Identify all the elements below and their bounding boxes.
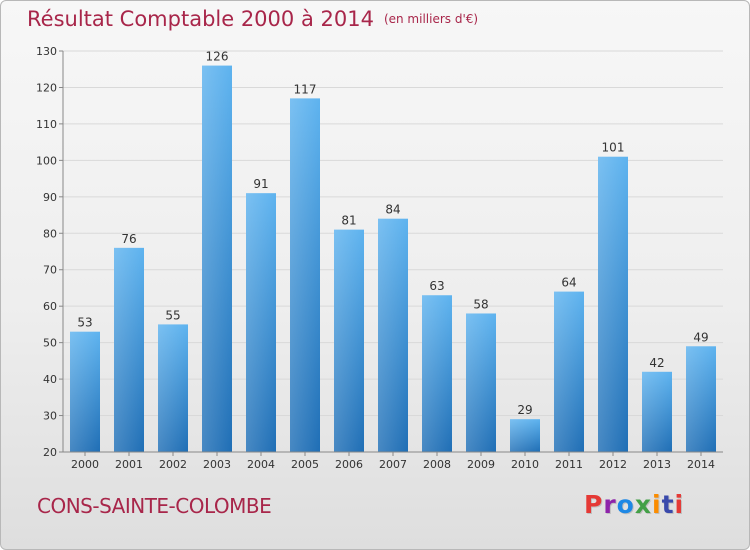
x-tick-label: 2007	[379, 458, 407, 471]
data-label: 42	[649, 356, 664, 370]
chart-unit: (en milliers d'€)	[383, 12, 479, 26]
x-tick-label: 2010	[511, 458, 539, 471]
logo-letter: t	[661, 490, 675, 519]
y-tick-label: 30	[43, 410, 57, 423]
data-label: 101	[602, 141, 625, 155]
x-tick-label: 2013	[643, 458, 671, 471]
bar-highlight	[466, 313, 496, 452]
logo-letter: o	[616, 490, 635, 519]
y-tick-label: 70	[43, 264, 57, 277]
y-tick-label: 130	[36, 45, 57, 58]
commune-name: CONS-SAINTE-COLOMBE	[37, 494, 272, 518]
x-tick-label: 2008	[423, 458, 451, 471]
data-label: 91	[253, 177, 268, 191]
x-tick-label: 2002	[159, 458, 187, 471]
bar-highlight	[334, 229, 364, 452]
y-tick-label: 120	[36, 81, 57, 94]
bar-highlight	[422, 295, 452, 452]
bar-highlight	[642, 371, 672, 452]
x-tick-label: 2009	[467, 458, 495, 471]
chart-title-row: Résultat Comptable 2000 à 2014 (en millie…	[27, 7, 478, 31]
logo-letter: x	[634, 490, 652, 519]
logo-letter: i	[674, 490, 685, 519]
y-tick-label: 50	[43, 337, 57, 350]
bar-highlight	[158, 324, 188, 452]
y-tick-label: 80	[43, 227, 57, 240]
data-label: 53	[77, 316, 92, 330]
bars-layer: 53 76 55 126 91 117 81 84 63 58 29 64 101 42 49	[70, 50, 716, 453]
bar-highlight	[378, 218, 408, 452]
bar-highlight	[686, 346, 716, 452]
x-tick-label: 2006	[335, 458, 363, 471]
chart-title: Résultat Comptable 2000 à 2014	[27, 7, 374, 31]
logo-letter: i	[652, 490, 662, 519]
bar-highlight	[114, 247, 144, 452]
y-tick-label: 40	[43, 373, 57, 386]
bar-highlight	[598, 156, 628, 452]
x-tick-label: 2011	[555, 458, 583, 471]
x-tick-label: 2014	[687, 458, 715, 471]
data-label: 81	[341, 214, 356, 228]
proxiti-logo[interactable]: Proxiti	[584, 490, 684, 519]
x-tick-label: 2004	[247, 458, 275, 471]
logo-letter: r	[603, 490, 617, 519]
data-label: 117	[294, 82, 317, 96]
x-tick-label: 2005	[291, 458, 319, 471]
x-tick-label: 2001	[115, 458, 143, 471]
data-label: 84	[385, 203, 400, 217]
x-tick-label: 2012	[599, 458, 627, 471]
y-tick-label: 90	[43, 191, 57, 204]
data-label: 49	[693, 330, 708, 344]
bar-highlight	[290, 98, 320, 453]
bar-highlight	[70, 331, 100, 452]
axis-layer: 20 30 40 50 60 70 80 90 100 110 120 130 2000 2001 2002…	[36, 45, 723, 471]
data-label: 76	[121, 232, 136, 246]
data-label: 58	[473, 297, 488, 311]
data-label: 126	[206, 50, 229, 64]
bar-highlight	[246, 193, 276, 452]
y-tick-label: 20	[43, 446, 57, 459]
y-tick-label: 110	[36, 118, 57, 131]
bar-highlight	[510, 419, 540, 452]
x-tick-label: 2000	[71, 458, 99, 471]
y-tick-label: 100	[36, 154, 57, 167]
data-label: 64	[561, 276, 576, 290]
data-label: 29	[517, 403, 532, 417]
data-label: 55	[165, 308, 180, 322]
x-tick-label: 2003	[203, 458, 231, 471]
data-label: 63	[429, 279, 444, 293]
y-tick-label: 60	[43, 300, 57, 313]
bar-highlight	[554, 291, 584, 452]
bar-highlight	[202, 65, 232, 452]
logo-letter: P	[584, 490, 604, 519]
